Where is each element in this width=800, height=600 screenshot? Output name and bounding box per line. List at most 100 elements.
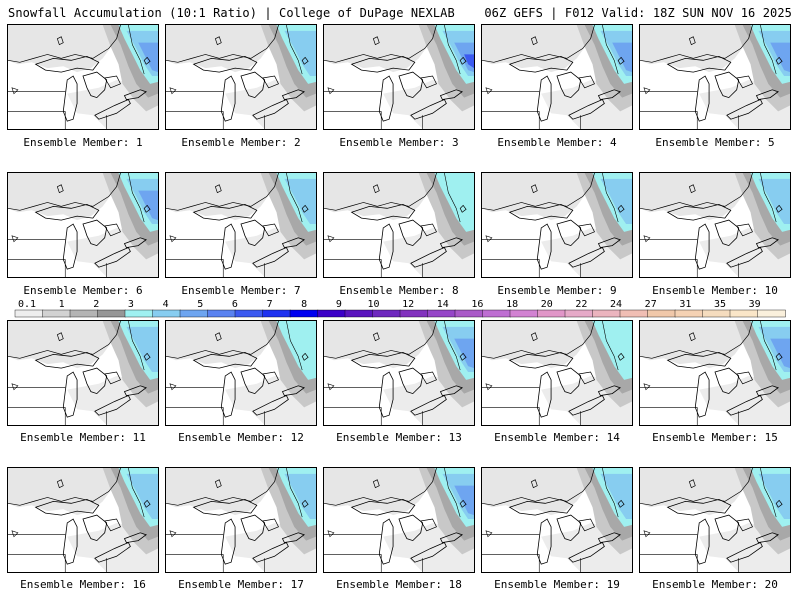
snowfall-map xyxy=(8,321,158,425)
snowfall-map xyxy=(324,468,474,572)
ensemble-member-caption: Ensemble Member: 18 xyxy=(336,578,462,591)
scale-swatch xyxy=(262,309,291,318)
ensemble-member-caption: Ensemble Member: 9 xyxy=(497,284,617,297)
scale-tick-label: 12 xyxy=(402,299,414,310)
ensemble-member-caption: Ensemble Member: 6 xyxy=(23,284,143,297)
ensemble-member-map xyxy=(165,320,317,426)
scale-tick-label: 24 xyxy=(610,299,622,310)
ensemble-member-map xyxy=(7,467,159,573)
scale-swatch xyxy=(317,309,346,318)
ensemble-member-map xyxy=(481,172,633,278)
ensemble-member-map xyxy=(481,467,633,573)
scale-tick-label: 14 xyxy=(437,299,449,310)
ensemble-member-caption: Ensemble Member: 17 xyxy=(178,578,304,591)
ensemble-member-map xyxy=(323,320,475,426)
scale-swatch xyxy=(537,309,566,318)
ensemble-member-caption: Ensemble Member: 8 xyxy=(339,284,459,297)
ensemble-member-caption: Ensemble Member: 16 xyxy=(20,578,146,591)
ensemble-member-caption: Ensemble Member: 12 xyxy=(178,431,304,444)
snowfall-map xyxy=(166,468,316,572)
snowfall-map xyxy=(8,25,158,129)
ensemble-member-caption: Ensemble Member: 13 xyxy=(336,431,462,444)
scale-tick-label: 0.1 xyxy=(18,299,36,310)
scale-tick-label: 6 xyxy=(232,299,238,310)
scale-swatch xyxy=(234,309,264,318)
scale-tick-label: 1 xyxy=(59,299,65,310)
ensemble-member-caption: Ensemble Member: 7 xyxy=(181,284,301,297)
ensemble-member-caption: Ensemble Member: 15 xyxy=(652,431,778,444)
scale-swatch xyxy=(674,309,704,318)
ensemble-member-caption: Ensemble Member: 11 xyxy=(20,431,146,444)
scale-tick-label: 31 xyxy=(679,299,691,310)
scale-tick-label: 10 xyxy=(367,299,379,310)
scale-swatch xyxy=(179,309,209,318)
scale-tick-label: 20 xyxy=(541,299,553,310)
snowfall-map xyxy=(640,321,790,425)
ensemble-member-caption: Ensemble Member: 5 xyxy=(655,136,775,149)
ensemble-member-map xyxy=(165,172,317,278)
scale-tick-label: 4 xyxy=(163,299,169,310)
ensemble-member-map xyxy=(481,320,633,426)
snowfall-map xyxy=(640,468,790,572)
snowfall-map xyxy=(482,25,632,129)
snowfall-color-scale: 0.1 1 2 3 4 5 6 7 8 9 10 12 14 16 18 20 22 24 27 31 35 39 xyxy=(14,299,786,318)
ensemble-member-map xyxy=(7,320,159,426)
snowfall-map xyxy=(482,173,632,277)
scale-swatch xyxy=(399,309,429,318)
snowfall-map xyxy=(166,25,316,129)
snowfall-map xyxy=(166,173,316,277)
snowfall-map xyxy=(482,321,632,425)
scale-tick-label: 16 xyxy=(471,299,483,310)
snowfall-map xyxy=(482,468,632,572)
scale-swatch xyxy=(757,309,786,318)
scale-swatch xyxy=(619,309,649,318)
scale-tick-label: 2 xyxy=(93,299,99,310)
scale-swatch xyxy=(97,309,126,318)
snowfall-map xyxy=(166,321,316,425)
scale-swatch xyxy=(14,309,44,318)
snowfall-map xyxy=(8,468,158,572)
scale-swatch xyxy=(592,309,621,318)
ensemble-member-caption: Ensemble Member: 2 xyxy=(181,136,301,149)
scale-tick-label: 39 xyxy=(749,299,761,310)
ensemble-member-map xyxy=(323,467,475,573)
scale-swatch xyxy=(427,309,456,318)
ensemble-member-caption: Ensemble Member: 20 xyxy=(652,578,778,591)
scale-swatch xyxy=(729,309,759,318)
scale-swatch xyxy=(454,309,484,318)
scale-swatch xyxy=(152,309,181,318)
scale-tick-label: 22 xyxy=(575,299,587,310)
model-run-info: 06Z GEFS | F012 Valid: 18Z SUN NOV 16 20… xyxy=(484,6,792,20)
scale-swatch xyxy=(372,309,401,318)
ensemble-member-caption: Ensemble Member: 19 xyxy=(494,578,620,591)
ensemble-member-caption: Ensemble Member: 4 xyxy=(497,136,617,149)
ensemble-member-map xyxy=(639,24,791,130)
scale-tick-label: 27 xyxy=(645,299,657,310)
scale-swatch xyxy=(344,309,374,318)
snowfall-map xyxy=(8,173,158,277)
ensemble-member-map xyxy=(165,467,317,573)
scale-tick-label: 5 xyxy=(197,299,203,310)
scale-tick-label: 35 xyxy=(714,299,726,310)
snowfall-map xyxy=(324,321,474,425)
scale-swatch xyxy=(647,309,676,318)
ensemble-member-map xyxy=(639,172,791,278)
ensemble-member-caption: Ensemble Member: 3 xyxy=(339,136,459,149)
ensemble-member-caption: Ensemble Member: 1 xyxy=(23,136,143,149)
scale-tick-label: 9 xyxy=(336,299,342,310)
ensemble-member-map xyxy=(7,24,159,130)
snowfall-map xyxy=(640,173,790,277)
map-title: Snowfall Accumulation (10:1 Ratio) | Col… xyxy=(8,6,455,20)
scale-swatch xyxy=(289,309,319,318)
scale-swatch xyxy=(42,309,71,318)
ensemble-member-map xyxy=(639,320,791,426)
scale-swatch xyxy=(482,309,511,318)
snowfall-map xyxy=(324,173,474,277)
ensemble-member-map xyxy=(165,24,317,130)
ensemble-member-caption: Ensemble Member: 14 xyxy=(494,431,620,444)
scale-tick-label: 7 xyxy=(267,299,273,310)
scale-swatch xyxy=(69,309,99,318)
scale-swatch xyxy=(702,309,731,318)
scale-swatch xyxy=(509,309,539,318)
scale-swatch xyxy=(124,309,154,318)
